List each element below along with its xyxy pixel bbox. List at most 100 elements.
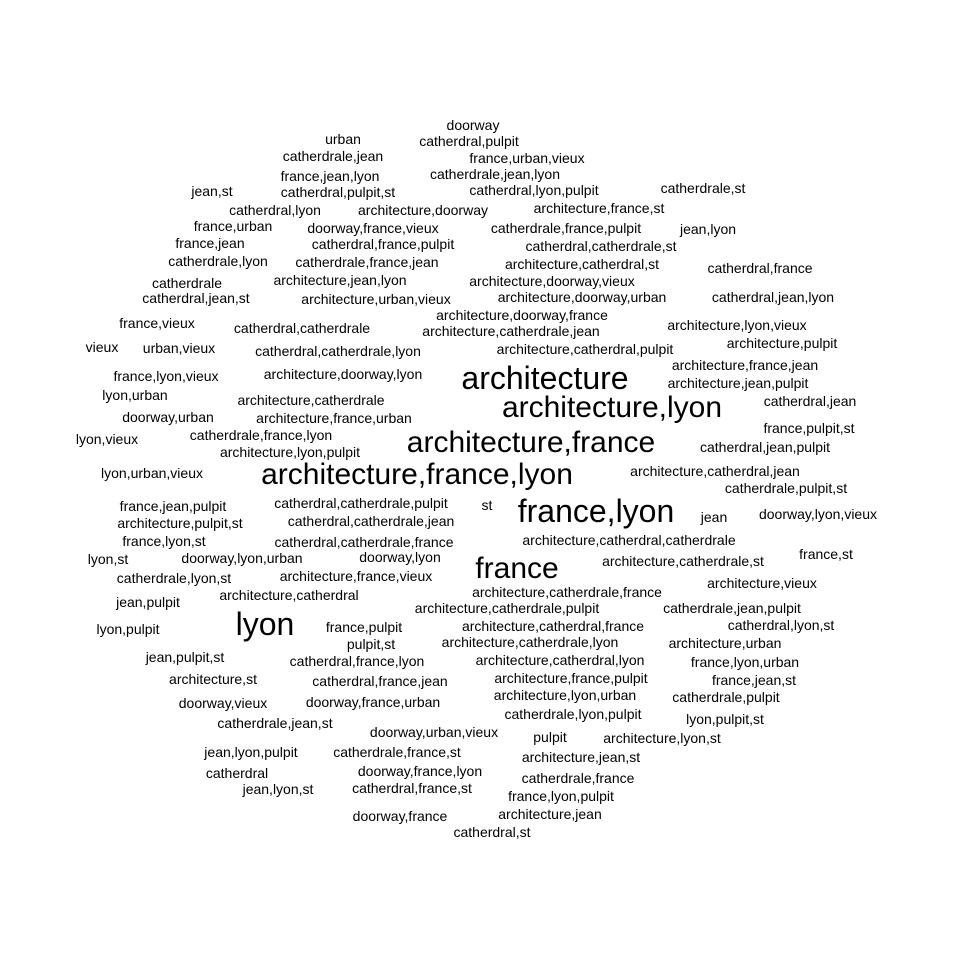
word-cloud-term: architecture,france,pulpit — [494, 670, 648, 686]
word-cloud-term: doorway,lyon,urban — [181, 550, 303, 566]
word-cloud-term: catherdrale,france,jean — [295, 254, 439, 270]
word-cloud-term: catherdrale,st — [660, 180, 746, 196]
word-cloud-term: pulpit — [533, 729, 567, 745]
word-cloud-term: urban — [325, 131, 361, 147]
word-cloud-term: lyon — [235, 606, 295, 642]
word-cloud-term: jean,pulpit — [116, 594, 180, 610]
word-cloud-term: urban,vieux — [142, 340, 216, 356]
word-cloud-term: catherdral,st — [453, 824, 531, 840]
word-cloud-term: architecture,jean — [498, 806, 602, 822]
word-cloud-term: architecture,lyon — [501, 391, 723, 424]
word-cloud-term: architecture,catherdral,lyon — [475, 652, 645, 668]
word-cloud-term: catherdrale,jean,lyon — [430, 166, 560, 182]
word-cloud-term: catherdrale,lyon — [168, 253, 268, 269]
word-cloud-term: jean,lyon — [679, 221, 737, 237]
word-cloud-term: catherdrale,jean,pulpit — [663, 600, 801, 616]
word-cloud-term: catherdral,jean — [763, 393, 857, 409]
word-cloud-term: france,jean,lyon — [280, 168, 380, 184]
word-cloud-term: lyon,urban,vieux — [101, 465, 203, 481]
word-cloud-term: architecture,catherdrale,jean — [422, 323, 600, 339]
word-cloud-term: france,vieux — [119, 315, 195, 331]
word-cloud-term: catherdral,catherdrale,st — [525, 238, 677, 254]
word-cloud-term: lyon,pulpit,st — [686, 711, 764, 727]
word-cloud-term: catherdrale,jean,st — [217, 715, 333, 731]
word-cloud-term: catherdral,catherdrale,pulpit — [274, 495, 448, 511]
word-cloud-term: architecture,france,st — [533, 200, 665, 216]
word-cloud-term: doorway,france — [352, 808, 448, 824]
word-cloud-term: catherdrale — [151, 275, 223, 291]
word-cloud-term: architecture,doorway,urban — [497, 289, 667, 305]
word-cloud-term: architecture,france,jean — [671, 357, 819, 373]
word-cloud-term: architecture,urban — [668, 635, 782, 651]
word-cloud-term: architecture,doorway — [358, 202, 488, 218]
word-cloud-term: architecture,urban,vieux — [301, 291, 451, 307]
word-cloud-term: doorway,lyon — [359, 549, 441, 565]
word-cloud-term: architecture,catherdrale,pulpit — [414, 600, 600, 616]
word-cloud-term: catherdrale,france — [521, 770, 635, 786]
word-cloud-term: catherdral,lyon — [229, 202, 321, 218]
word-cloud-term: architecture,catherdrale — [237, 392, 385, 408]
word-cloud-term: architecture,lyon,st — [603, 730, 721, 746]
word-cloud-term: catherdral,catherdrale,france — [274, 534, 454, 550]
word-cloud-term: doorway,urban,vieux — [369, 724, 499, 740]
word-cloud-term: catherdral,catherdrale,jean — [287, 513, 455, 529]
word-cloud-term: catherdral,france,pulpit — [311, 236, 455, 252]
word-cloud-term: architecture,france,urban — [256, 410, 412, 426]
word-cloud-term: catherdral,lyon,pulpit — [469, 182, 599, 198]
word-cloud-term: catherdrale,lyon,pulpit — [504, 706, 642, 722]
word-cloud-term: catherdrale,france,pulpit — [490, 220, 642, 236]
word-cloud-term: france,lyon,vieux — [113, 368, 219, 384]
word-cloud-term: architecture,lyon,vieux — [667, 317, 807, 333]
word-cloud-term: catherdral,catherdrale,lyon — [255, 343, 421, 359]
word-cloud-term: catherdral,france,lyon — [289, 653, 425, 669]
word-cloud-term: architecture,catherdral,france — [461, 618, 645, 634]
word-cloud-term: lyon,pulpit — [96, 621, 160, 637]
word-cloud-term: catherdral,pulpit — [419, 133, 519, 149]
word-cloud-term: catherdral — [205, 765, 269, 781]
word-cloud-term: doorway,france,urban — [305, 694, 441, 710]
word-cloud-term: jean,st — [191, 183, 233, 199]
word-cloud-term: catherdral,france,jean — [312, 673, 448, 689]
word-cloud-term: catherdral,pulpit,st — [280, 184, 396, 200]
word-cloud-term: vieux — [85, 339, 119, 355]
word-cloud-term: architecture — [461, 360, 629, 396]
word-cloud-term: doorway,france,vieux — [307, 220, 439, 236]
word-cloud-term: architecture,jean,lyon — [273, 272, 407, 288]
word-cloud-term: catherdral,france — [707, 260, 813, 276]
word-cloud-term: france,pulpit — [325, 619, 403, 635]
word-cloud-term: catherdral,france,st — [352, 780, 472, 796]
word-cloud-term: architecture,vieux — [707, 575, 817, 591]
word-cloud-term: lyon,st — [87, 551, 129, 567]
word-cloud-term: architecture,catherdrale,lyon — [441, 634, 619, 650]
word-cloud-term: catherdral,jean,lyon — [711, 289, 835, 305]
word-cloud-term: france,jean,st — [711, 672, 797, 688]
word-cloud-term: architecture,jean,pulpit — [667, 375, 809, 391]
word-cloud-term: architecture,catherdral — [219, 587, 359, 603]
word-cloud-term: doorway — [446, 117, 500, 133]
word-cloud-term: architecture,catherdral,st — [504, 256, 660, 272]
word-cloud-term: architecture,france,lyon — [261, 458, 573, 491]
word-cloud-term: architecture,lyon,pulpit — [219, 444, 361, 460]
word-cloud-term: architecture,france,vieux — [279, 568, 433, 584]
word-cloud-term: catherdrale,pulpit,st — [724, 480, 848, 496]
word-cloud-term: france,lyon,st — [122, 533, 206, 549]
word-cloud-term: catherdrale,france,st — [333, 744, 461, 760]
word-cloud-term: doorway,urban — [122, 409, 214, 425]
word-cloud-term: jean,lyon,pulpit — [204, 744, 298, 760]
word-cloud-term: doorway,france,lyon — [357, 763, 483, 779]
word-cloud-term: lyon,urban — [102, 387, 168, 403]
word-cloud-term: jean,pulpit,st — [145, 649, 225, 665]
word-cloud-term: architecture,catherdral,catherdrale — [522, 532, 736, 548]
word-cloud-term: architecture,st — [169, 671, 257, 687]
word-cloud-term: catherdrale,pulpit — [672, 689, 780, 705]
word-cloud-term: jean,lyon,st — [242, 781, 314, 797]
word-cloud-term: france,pulpit,st — [763, 420, 855, 436]
word-cloud-term: doorway,vieux — [178, 695, 268, 711]
word-cloud-term: france,lyon,urban — [690, 654, 800, 670]
word-cloud-term: catherdral,catherdrale — [233, 320, 371, 336]
word-cloud-term: architecture,catherdral,jean — [630, 463, 800, 479]
word-cloud-term: architecture,france — [406, 426, 656, 459]
word-cloud-term: doorway,lyon,vieux — [758, 506, 878, 522]
word-cloud-term: france,lyon — [517, 493, 675, 529]
